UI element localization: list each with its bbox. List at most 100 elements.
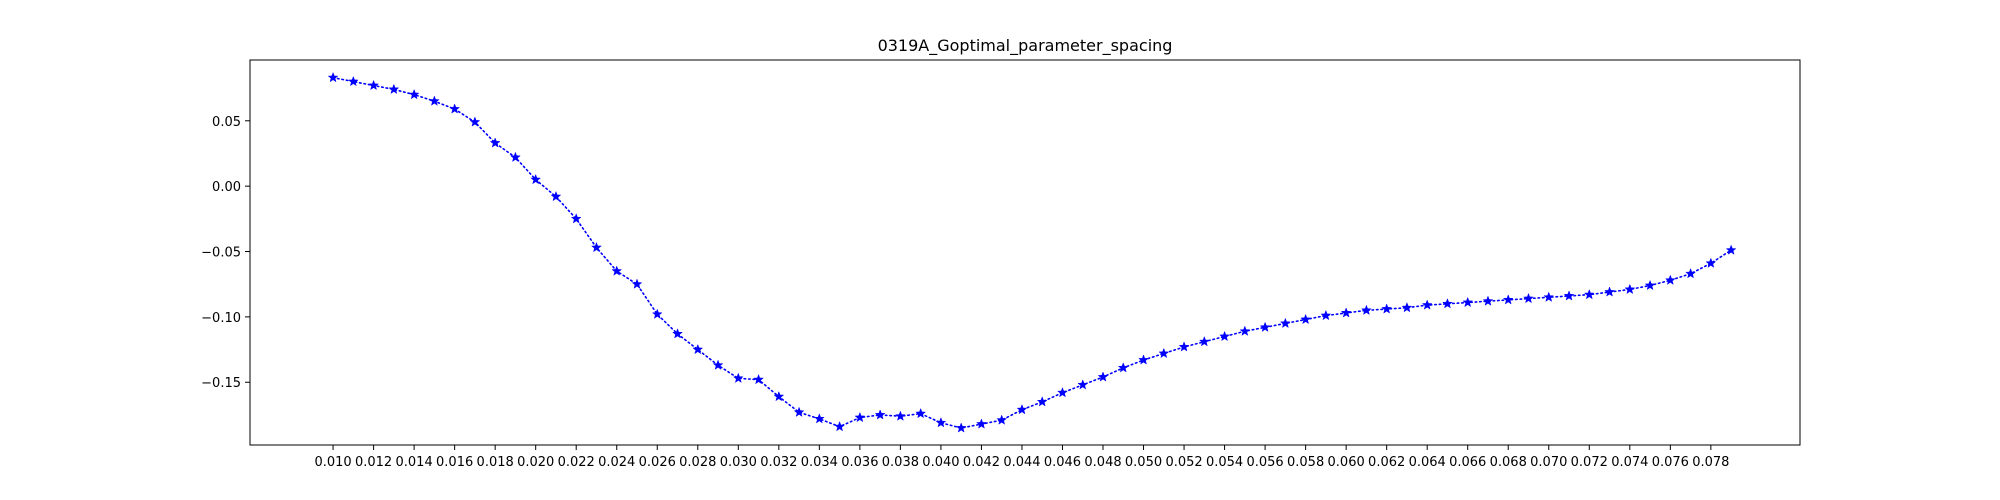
data-point-star bbox=[1360, 304, 1372, 315]
x-tick-label: 0.062 bbox=[1368, 455, 1405, 470]
data-point-star bbox=[591, 241, 602, 253]
data-point-star bbox=[327, 71, 339, 83]
data-point-star bbox=[1158, 347, 1170, 359]
data-point-star bbox=[368, 79, 380, 91]
data-point-star bbox=[1300, 313, 1312, 325]
x-tick-label: 0.070 bbox=[1530, 455, 1567, 470]
data-point-star bbox=[732, 372, 744, 383]
plot-area: 0.010 0.012 0.014 0.016 0.018 0.020 0.022 0.024… bbox=[201, 71, 1737, 470]
data-point-star bbox=[1239, 325, 1251, 336]
data-point-star bbox=[388, 83, 400, 95]
data-point-star bbox=[976, 418, 987, 429]
data-point-star bbox=[1523, 292, 1534, 304]
x-tick-label: 0.012 bbox=[355, 455, 392, 470]
data-point-star bbox=[996, 414, 1008, 425]
x-tick-label: 0.056 bbox=[1246, 455, 1283, 470]
data-point-star bbox=[408, 88, 420, 100]
x-tick-label: 0.074 bbox=[1611, 455, 1648, 470]
x-tick-label: 0.016 bbox=[436, 455, 473, 470]
data-point-star bbox=[874, 409, 886, 420]
data-point-star bbox=[1178, 341, 1190, 352]
data-point-star bbox=[712, 359, 724, 370]
data-point-star bbox=[1016, 403, 1028, 415]
x-tick-label: 0.026 bbox=[639, 455, 676, 470]
data-point-star bbox=[550, 190, 562, 202]
y-tick-label: 0.05 bbox=[212, 115, 241, 130]
x-tick-label: 0.020 bbox=[517, 455, 554, 470]
data-point-star bbox=[834, 420, 846, 432]
x-tick-label: 0.054 bbox=[1206, 455, 1243, 470]
x-tick-label: 0.066 bbox=[1449, 455, 1486, 470]
data-point-star bbox=[955, 422, 967, 433]
x-tick-label: 0.036 bbox=[841, 455, 878, 470]
x-tick-label: 0.068 bbox=[1490, 455, 1527, 470]
data-point-star bbox=[428, 95, 440, 106]
data-point-star bbox=[1320, 309, 1332, 321]
x-tick-label: 0.048 bbox=[1084, 455, 1121, 470]
data-point-star bbox=[1482, 295, 1494, 306]
data-point-star bbox=[530, 173, 542, 185]
x-tick-label: 0.052 bbox=[1165, 455, 1202, 470]
data-point-star bbox=[813, 413, 825, 424]
x-tick-label: 0.072 bbox=[1571, 455, 1608, 470]
x-tick-label: 0.030 bbox=[720, 455, 757, 470]
x-tick-label: 0.014 bbox=[396, 455, 433, 470]
data-point-star bbox=[469, 116, 481, 127]
x-tick-label: 0.024 bbox=[598, 455, 635, 470]
data-point-star bbox=[611, 265, 623, 276]
x-tick-label: 0.018 bbox=[477, 455, 514, 470]
data-point-star bbox=[1644, 279, 1656, 291]
data-point-star bbox=[692, 343, 704, 355]
y-tick-label: −0.05 bbox=[201, 246, 241, 261]
data-point-star bbox=[347, 75, 359, 87]
chart-title: 0319A_Goptimal_parameter_spacing bbox=[878, 36, 1173, 56]
data-point-star bbox=[854, 411, 866, 423]
x-tick-label: 0.058 bbox=[1287, 455, 1324, 470]
x-tick-label: 0.034 bbox=[801, 455, 838, 470]
data-point-star bbox=[935, 417, 947, 428]
data-point-star bbox=[915, 407, 927, 419]
data-point-star bbox=[1219, 330, 1231, 342]
data-point-star bbox=[449, 103, 461, 114]
x-tick-label: 0.028 bbox=[679, 455, 716, 470]
x-tick-label: 0.078 bbox=[1692, 455, 1729, 470]
data-point-star bbox=[1057, 386, 1068, 398]
data-point-star bbox=[1563, 290, 1575, 301]
data-point-star bbox=[509, 151, 521, 163]
data-point-star bbox=[1502, 294, 1514, 305]
x-tick-label: 0.050 bbox=[1125, 455, 1162, 470]
data-point-star bbox=[1421, 299, 1433, 310]
data-point-star bbox=[773, 390, 785, 402]
data-point-star bbox=[1583, 288, 1595, 300]
x-tick-label: 0.042 bbox=[963, 455, 1000, 470]
data-point-star bbox=[1462, 296, 1474, 308]
data-point-star bbox=[1543, 291, 1555, 302]
x-tick-label: 0.076 bbox=[1652, 455, 1689, 470]
x-tick-label: 0.040 bbox=[922, 455, 959, 470]
x-tick-label: 0.010 bbox=[314, 455, 351, 470]
x-tick-label: 0.038 bbox=[882, 455, 919, 470]
x-tick-label: 0.044 bbox=[1003, 455, 1040, 470]
y-tick-label: 0.00 bbox=[212, 180, 241, 195]
data-point-star bbox=[1340, 307, 1352, 318]
data-point-star bbox=[1401, 302, 1413, 313]
data-point-star bbox=[1279, 317, 1291, 329]
x-tick-label: 0.032 bbox=[760, 455, 797, 470]
data-point-star bbox=[672, 328, 683, 339]
data-point-star bbox=[1259, 321, 1271, 332]
data-point-star bbox=[489, 137, 501, 148]
y-tick-label: −0.10 bbox=[201, 311, 241, 326]
y-tick-label: −0.15 bbox=[201, 376, 241, 391]
data-point-star bbox=[1097, 371, 1109, 382]
data-point-star bbox=[1604, 286, 1615, 297]
data-point-star bbox=[1664, 274, 1676, 285]
data-point-star bbox=[753, 373, 765, 385]
x-tick-label: 0.046 bbox=[1044, 455, 1081, 470]
x-tick-label: 0.022 bbox=[558, 455, 595, 470]
data-point-star bbox=[1036, 396, 1048, 407]
data-point-star bbox=[1725, 244, 1737, 255]
data-point-star bbox=[1381, 303, 1393, 314]
data-point-star bbox=[1624, 283, 1636, 295]
x-tick-label: 0.060 bbox=[1328, 455, 1365, 470]
